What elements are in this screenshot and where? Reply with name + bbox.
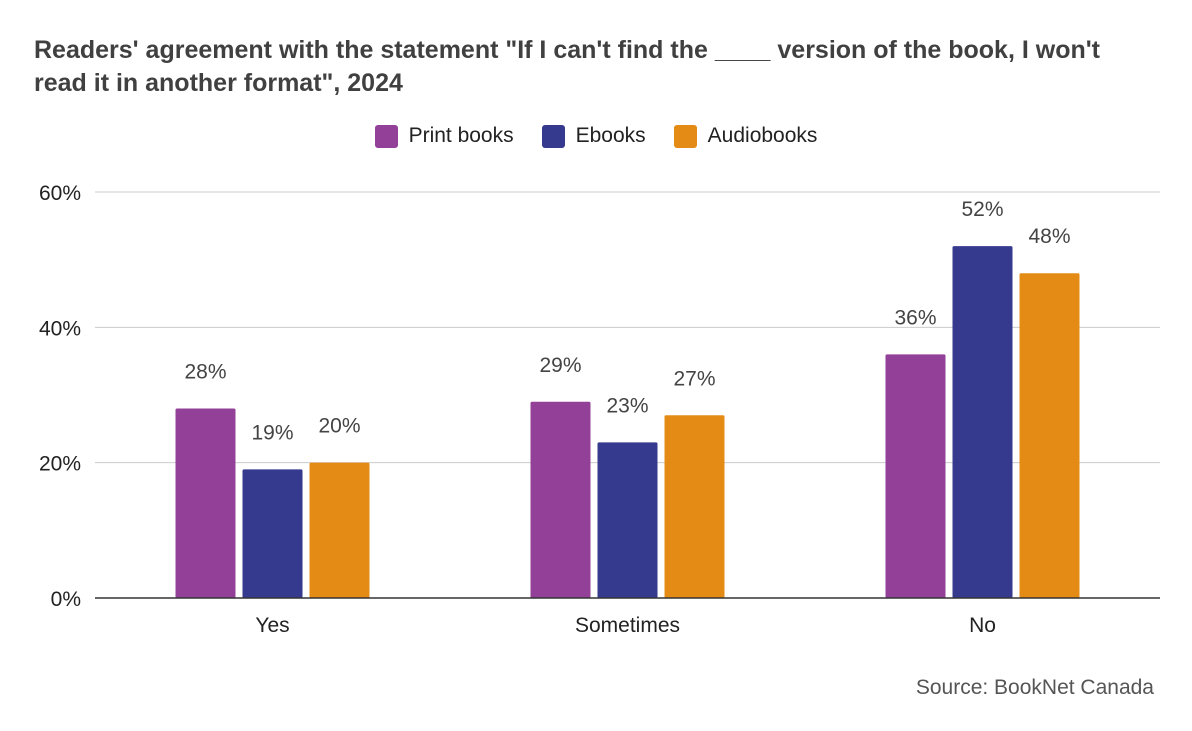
y-tick-label: 20% [39, 453, 81, 476]
data-label: 52% [961, 198, 1003, 221]
legend-item: Audiobooks [673, 124, 818, 148]
data-label: 29% [539, 354, 581, 377]
bar [885, 354, 946, 598]
legend: Print books Ebooks Audiobooks [0, 124, 1192, 148]
bar [1019, 273, 1080, 598]
legend-swatch [374, 124, 398, 148]
legend-swatch [541, 124, 565, 148]
y-tick-label: 0% [51, 588, 81, 611]
data-label: 28% [184, 361, 226, 384]
data-label: 27% [673, 367, 715, 390]
legend-item: Ebooks [541, 124, 646, 148]
data-label: 23% [606, 394, 648, 417]
y-tick-label: 60% [39, 182, 81, 205]
legend-swatch [673, 124, 697, 148]
bar [952, 246, 1013, 598]
data-label: 36% [894, 306, 936, 329]
data-label: 19% [251, 421, 293, 444]
x-tick-label: Yes [255, 614, 289, 637]
legend-label: Print books [408, 124, 514, 147]
x-tick-label: Sometimes [575, 614, 680, 637]
legend-label: Audiobooks [707, 124, 818, 147]
bar [664, 415, 725, 598]
bar [597, 442, 658, 598]
source-note: Source: BookNet Canada [915, 676, 1154, 699]
data-label: 20% [318, 415, 360, 438]
bar [242, 469, 303, 598]
data-label: 48% [1028, 225, 1070, 248]
legend-label: Ebooks [575, 124, 646, 147]
y-tick-label: 40% [39, 317, 81, 340]
bar [530, 401, 591, 598]
bar [175, 408, 236, 598]
x-tick-label: No [969, 614, 996, 637]
bar [309, 462, 370, 598]
chart-title: Readers' agreement with the statement "I… [34, 36, 1101, 97]
legend-item: Print books [374, 124, 514, 148]
